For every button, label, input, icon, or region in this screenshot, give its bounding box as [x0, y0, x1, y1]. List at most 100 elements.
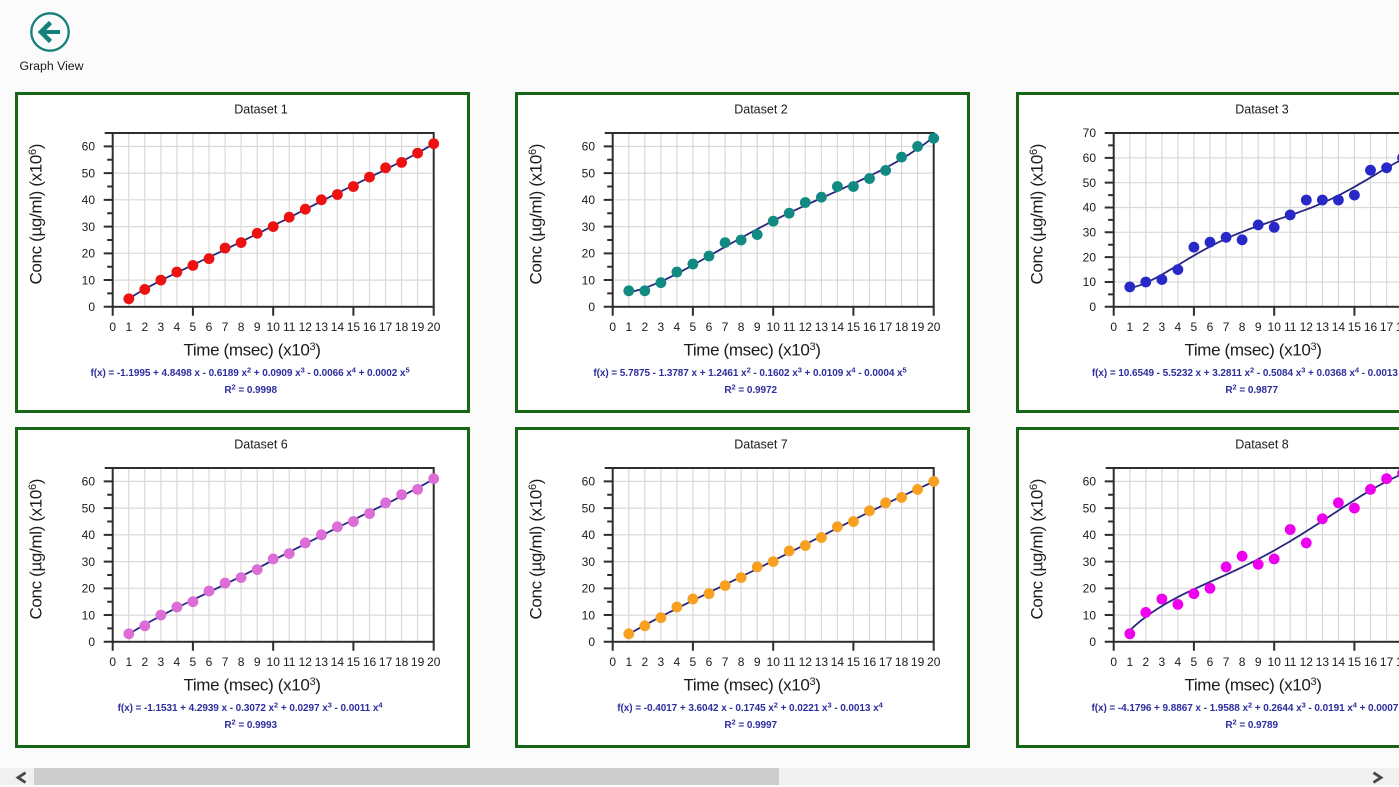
svg-text:11: 11	[283, 655, 296, 669]
svg-text:20: 20	[582, 247, 596, 261]
svg-text:7: 7	[222, 655, 229, 669]
svg-text:17: 17	[1380, 655, 1394, 669]
svg-text:18: 18	[895, 320, 909, 334]
svg-text:30: 30	[582, 220, 596, 234]
svg-text:6: 6	[1207, 320, 1214, 334]
svg-text:18: 18	[895, 655, 909, 669]
svg-text:40: 40	[1083, 528, 1097, 542]
svg-text:9: 9	[1255, 320, 1262, 334]
svg-text:10: 10	[82, 273, 96, 287]
svg-text:16: 16	[1364, 655, 1378, 669]
svg-text:4: 4	[674, 655, 681, 669]
svg-text:20: 20	[82, 582, 96, 596]
svg-text:2: 2	[1142, 320, 1149, 334]
svg-text:2: 2	[141, 655, 148, 669]
svg-text:1: 1	[1126, 655, 1133, 669]
svg-text:16: 16	[1364, 320, 1378, 334]
svg-text:10: 10	[267, 320, 281, 334]
svg-text:10: 10	[1083, 275, 1097, 289]
svg-text:0: 0	[609, 320, 616, 334]
svg-text:0: 0	[109, 655, 116, 669]
svg-text:16: 16	[863, 655, 877, 669]
svg-text:20: 20	[927, 655, 941, 669]
svg-text:13: 13	[815, 320, 829, 334]
svg-text:7: 7	[222, 320, 229, 334]
svg-text:Time (msec) (x103): Time (msec) (x103)	[183, 676, 320, 695]
svg-text:50: 50	[82, 166, 96, 180]
svg-text:R2 = 0.9877: R2 = 0.9877	[1225, 383, 1278, 397]
svg-text:Dataset 8: Dataset 8	[1235, 438, 1289, 452]
svg-text:7: 7	[722, 655, 729, 669]
svg-text:9: 9	[754, 320, 761, 334]
svg-text:10: 10	[1083, 608, 1097, 622]
svg-text:50: 50	[1083, 176, 1097, 190]
svg-text:Dataset 7: Dataset 7	[734, 438, 788, 452]
svg-text:Dataset 3: Dataset 3	[1235, 103, 1289, 117]
svg-text:R2 = 0.9972: R2 = 0.9972	[724, 383, 777, 397]
svg-text:Conc (µg/ml) (x106): Conc (µg/ml) (x106)	[1028, 144, 1047, 285]
svg-text:10: 10	[1268, 320, 1282, 334]
svg-text:5: 5	[190, 320, 197, 334]
svg-text:40: 40	[82, 528, 96, 542]
svg-text:12: 12	[1300, 320, 1314, 334]
svg-text:13: 13	[1316, 320, 1330, 334]
svg-text:30: 30	[1083, 555, 1097, 569]
svg-text:9: 9	[754, 655, 761, 669]
svg-text:30: 30	[582, 555, 596, 569]
svg-text:Dataset 6: Dataset 6	[234, 438, 288, 452]
svg-text:13: 13	[1316, 655, 1330, 669]
svg-text:15: 15	[1348, 655, 1362, 669]
svg-text:12: 12	[299, 320, 313, 334]
svg-text:Time (msec) (x103): Time (msec) (x103)	[183, 341, 320, 360]
svg-text:14: 14	[331, 655, 345, 669]
svg-text:Time (msec) (x103): Time (msec) (x103)	[1184, 676, 1321, 695]
svg-text:60: 60	[1083, 151, 1097, 165]
svg-text:1: 1	[125, 320, 132, 334]
svg-text:16: 16	[363, 655, 377, 669]
svg-text:f(x) = -0.4017 + 3.6042 x - 0.: f(x) = -0.4017 + 3.6042 x - 0.1745 x2​ +…	[617, 701, 883, 715]
svg-text:4: 4	[674, 320, 681, 334]
svg-text:6: 6	[206, 320, 213, 334]
svg-text:18: 18	[1396, 320, 1399, 334]
svg-text:7: 7	[722, 320, 729, 334]
svg-text:12: 12	[799, 320, 813, 334]
svg-text:20: 20	[927, 320, 941, 334]
svg-text:12: 12	[1300, 655, 1314, 669]
svg-text:12: 12	[299, 655, 313, 669]
svg-text:f(x) = -1.1995 + 4.8498 x - 0.: f(x) = -1.1995 + 4.8498 x - 0.6189 x2​ +…	[90, 366, 409, 380]
svg-text:11: 11	[283, 320, 296, 334]
svg-text:17: 17	[379, 655, 393, 669]
svg-text:8: 8	[238, 655, 245, 669]
svg-text:15: 15	[847, 320, 861, 334]
svg-text:Conc (µg/ml) (x106): Conc (µg/ml) (x106)	[1028, 479, 1047, 620]
svg-text:8: 8	[1239, 655, 1246, 669]
svg-text:7: 7	[1223, 320, 1230, 334]
svg-text:5: 5	[190, 655, 197, 669]
svg-text:f(x) = 5.7875 - 1.3787 x + 1.2: f(x) = 5.7875 - 1.3787 x + 1.2461 x2​ - …	[593, 366, 906, 380]
svg-text:3: 3	[1159, 655, 1166, 669]
svg-text:13: 13	[815, 655, 829, 669]
svg-text:20: 20	[1083, 582, 1097, 596]
svg-text:R2 = 0.9789: R2 = 0.9789	[1225, 718, 1278, 732]
svg-text:17: 17	[879, 320, 893, 334]
svg-text:20: 20	[582, 582, 596, 596]
svg-text:14: 14	[331, 320, 345, 334]
svg-text:6: 6	[706, 320, 713, 334]
svg-text:10: 10	[582, 608, 596, 622]
svg-text:3: 3	[658, 320, 665, 334]
svg-text:2: 2	[1142, 655, 1149, 669]
svg-text:9: 9	[1255, 655, 1262, 669]
svg-text:2: 2	[141, 320, 148, 334]
svg-text:4: 4	[1175, 320, 1182, 334]
svg-text:19: 19	[911, 320, 925, 334]
svg-text:0: 0	[609, 655, 616, 669]
svg-text:0: 0	[1110, 655, 1117, 669]
svg-text:0: 0	[1089, 300, 1096, 314]
svg-text:17: 17	[1380, 320, 1394, 334]
svg-text:Graph View: Graph View	[20, 59, 84, 73]
svg-text:0: 0	[88, 635, 95, 649]
svg-text:14: 14	[831, 655, 845, 669]
svg-text:10: 10	[82, 608, 96, 622]
svg-text:3: 3	[158, 320, 165, 334]
svg-text:3: 3	[158, 655, 165, 669]
